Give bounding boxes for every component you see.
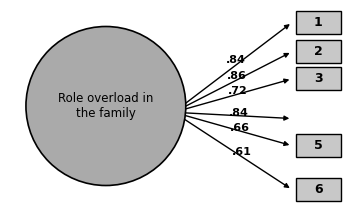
FancyBboxPatch shape xyxy=(296,40,341,63)
FancyBboxPatch shape xyxy=(296,178,341,201)
Text: 2: 2 xyxy=(314,45,323,58)
FancyBboxPatch shape xyxy=(296,11,341,34)
Text: .86: .86 xyxy=(226,71,246,81)
Text: .72: .72 xyxy=(227,86,247,96)
FancyBboxPatch shape xyxy=(296,67,341,90)
Text: 3: 3 xyxy=(314,72,323,85)
Text: 1: 1 xyxy=(314,16,323,29)
FancyBboxPatch shape xyxy=(296,134,341,157)
Text: .84: .84 xyxy=(229,107,249,118)
Text: 5: 5 xyxy=(314,139,323,152)
Text: Role overload in
the family: Role overload in the family xyxy=(58,92,153,120)
Text: .61: .61 xyxy=(232,147,252,157)
Ellipse shape xyxy=(26,26,186,186)
Text: .66: .66 xyxy=(230,123,250,133)
Text: 6: 6 xyxy=(314,183,323,196)
Text: .84: .84 xyxy=(226,55,246,65)
